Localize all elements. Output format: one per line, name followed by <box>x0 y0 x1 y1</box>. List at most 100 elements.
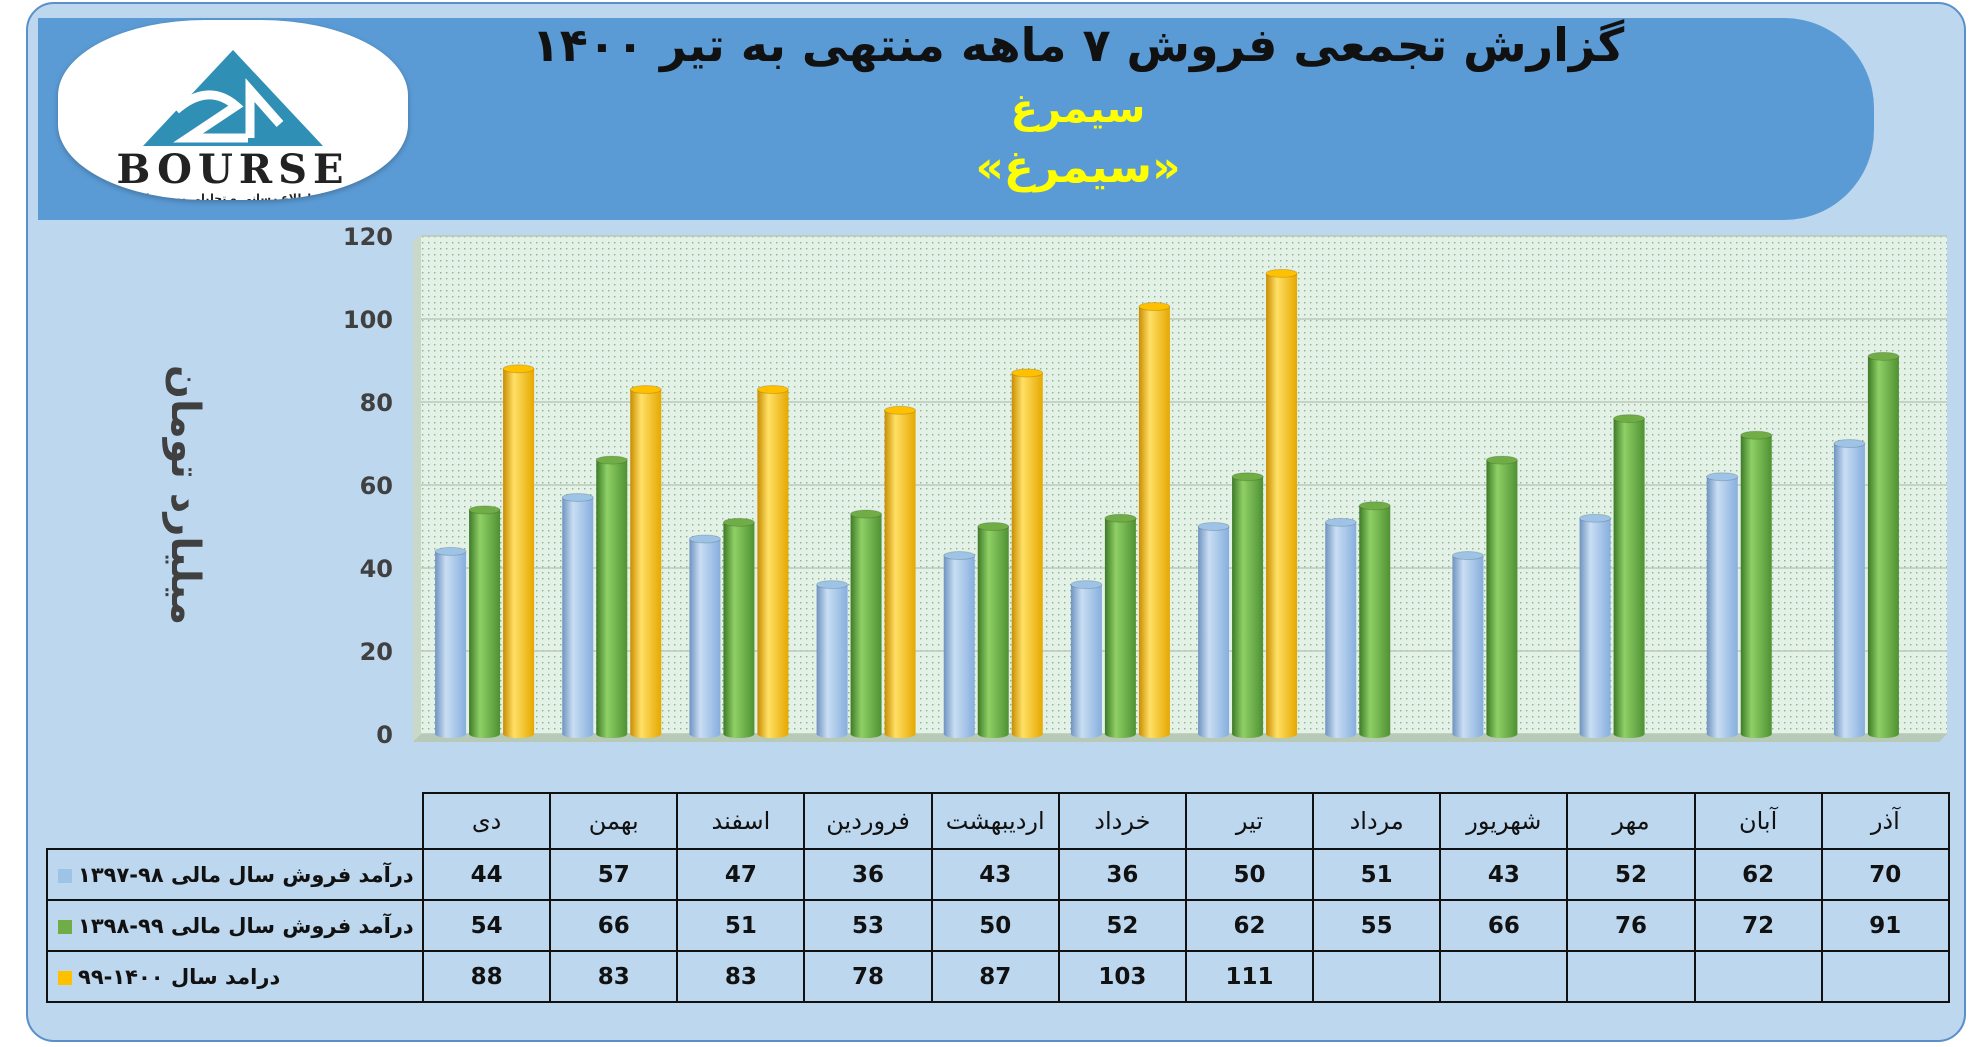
table-row: درآمد فروش سال مالی ۹۹-۱۳۹۸ 54 66 51 53 50 52 6… <box>46 899 1950 952</box>
bar <box>1867 351 1900 738</box>
bar <box>1265 268 1298 738</box>
table-row: درامد سال ۱۴۰۰-۹۹ 88 83 83 78 87 103 111 <box>46 950 1950 1003</box>
legend-swatch-icon <box>58 970 72 985</box>
data-label: 62 <box>1693 848 1823 901</box>
data-label: 53 <box>803 899 933 952</box>
x-tick-label: آبان <box>1693 792 1823 850</box>
data-label: 36 <box>1057 848 1187 901</box>
x-tick-label: اسفند <box>676 792 806 850</box>
data-label <box>1693 950 1823 1003</box>
data-label: 88 <box>421 950 552 1003</box>
bar <box>1740 430 1773 738</box>
bar <box>595 455 628 738</box>
data-label: 83 <box>549 950 679 1003</box>
legend-label: درآمد فروش سال مالی ۹۹-۱۳۹۸ <box>78 913 414 938</box>
data-label: 103 <box>1057 950 1187 1003</box>
bar <box>1197 522 1230 738</box>
legend-entry: درآمد فروش سال مالی ۹۸-۱۳۹۷ <box>46 848 424 901</box>
data-label: 50 <box>1184 848 1315 901</box>
data-label: 78 <box>803 950 933 1003</box>
bar <box>561 492 594 738</box>
bar <box>1613 414 1646 738</box>
bourse-logo: BOURSE پایگاه اطلاع رسانی و تحلیلی بورس … <box>58 20 408 200</box>
data-label: 66 <box>549 899 679 952</box>
bar <box>1138 302 1171 738</box>
table-row: درآمد فروش سال مالی ۹۸-۱۳۹۷ 44 57 47 36 43 36 5… <box>46 848 1950 901</box>
x-tick-label: مهر <box>1566 792 1696 850</box>
x-tick-label: فروردین <box>803 792 933 850</box>
data-label: 62 <box>1184 899 1315 952</box>
plot-side-wall <box>413 236 421 742</box>
bar <box>1104 513 1137 738</box>
x-tick-label: تیر <box>1184 792 1315 850</box>
y-tick-label: 0 <box>376 721 393 749</box>
bar <box>1485 455 1518 738</box>
plot-floor <box>413 734 1947 742</box>
bar <box>688 534 721 738</box>
data-label: 111 <box>1184 950 1315 1003</box>
data-label: 51 <box>676 899 806 952</box>
data-label: 47 <box>676 848 806 901</box>
bar <box>722 517 755 738</box>
bar <box>943 551 976 738</box>
x-tick-label: شهریور <box>1439 792 1569 850</box>
bar <box>850 509 883 738</box>
bars <box>434 268 1900 738</box>
x-tick-label: خرداد <box>1057 792 1187 850</box>
data-label: 66 <box>1439 899 1569 952</box>
bar <box>1070 580 1103 738</box>
data-table: دی بهمن اسفند فروردین اردیبهشت خرداد تیر مرداد ش… <box>46 792 1950 1003</box>
y-axis-label: میلیارد تومان <box>162 364 208 626</box>
legend-entry: درامد سال ۱۴۰۰-۹۹ <box>46 950 424 1003</box>
page-title: گزارش تجمعی فروش ۷ ماهه منتهی به تیر ۱۴۰… <box>531 18 1625 72</box>
data-label <box>1312 950 1442 1003</box>
legend-label: درآمد فروش سال مالی ۹۸-۱۳۹۷ <box>78 862 414 887</box>
bar <box>1706 472 1739 738</box>
bar <box>434 546 467 738</box>
logo-wordmark: BOURSE <box>116 146 350 193</box>
data-label: 52 <box>1057 899 1187 952</box>
bar <box>1833 439 1866 738</box>
y-tick-label: 80 <box>360 389 393 417</box>
data-label: 51 <box>1312 848 1442 901</box>
bar <box>468 505 501 738</box>
data-label: 43 <box>1439 848 1569 901</box>
y-tick-label: 40 <box>360 555 393 583</box>
data-label: 44 <box>421 848 552 901</box>
logo-triangle-icon <box>143 50 323 146</box>
data-label: 91 <box>1820 899 1950 952</box>
legend-swatch-icon <box>58 919 72 934</box>
legend-label: درامد سال ۱۴۰۰-۹۹ <box>78 964 281 989</box>
bar <box>629 385 662 738</box>
bar <box>1358 501 1391 738</box>
y-tick-label: 60 <box>360 472 393 500</box>
bar <box>1231 472 1264 738</box>
x-tick-label: اردیبهشت <box>930 792 1060 850</box>
data-label <box>1439 950 1569 1003</box>
bar <box>756 385 789 738</box>
bar <box>1451 551 1484 738</box>
legend-swatch-icon <box>58 868 72 883</box>
data-label: 50 <box>930 899 1060 952</box>
bar <box>1324 517 1357 738</box>
bar <box>816 580 849 738</box>
data-label: 54 <box>421 899 552 952</box>
gridlines <box>421 235 1947 735</box>
data-label: 52 <box>1566 848 1696 901</box>
data-label <box>1820 950 1950 1003</box>
bar <box>884 405 917 738</box>
page-subtitle: سیمرغ <box>1010 86 1146 132</box>
data-label: 76 <box>1566 899 1696 952</box>
data-label <box>1566 950 1696 1003</box>
data-label: 72 <box>1693 899 1823 952</box>
y-tick-label: 100 <box>343 306 393 334</box>
y-tick-label: 20 <box>360 638 393 666</box>
y-tick-label: 120 <box>343 223 393 251</box>
bar <box>977 522 1010 738</box>
x-tick-label: آذر <box>1820 792 1950 850</box>
data-label: 43 <box>930 848 1060 901</box>
logo-tagline: پایگاه اطلاع رسانی و تحلیلی بورس ایران <box>121 192 345 200</box>
data-label: 57 <box>549 848 679 901</box>
table-corner <box>47 793 424 849</box>
